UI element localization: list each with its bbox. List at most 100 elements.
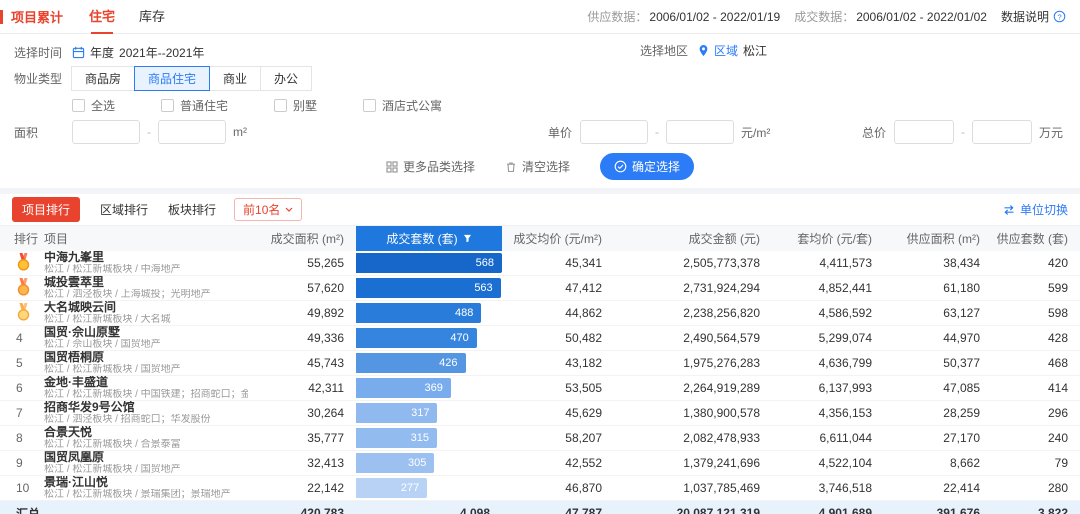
column-deal-area: 成交面积 (m²) <box>248 226 356 251</box>
table-row[interactable]: 4 国贸·佘山原墅 松江 / 佘山板块 / 国贸地产 49,336 470 50… <box>0 326 1080 351</box>
cell-supply-units: 280 <box>992 476 1080 501</box>
cell-supply-area: 44,970 <box>884 326 992 351</box>
unit-switch-label: 单位切换 <box>1020 201 1068 218</box>
tab-inventory[interactable]: 库存 <box>139 0 165 34</box>
project-cell: 金地·丰盛道 松江 / 松江新城板块 / 中国铁建；招商蛇口；金地集团 <box>44 376 248 401</box>
total-price-range-group: 总价 - 万元 <box>862 119 1063 145</box>
table-row[interactable]: 中海九峯里 松江 / 松江新城板块 / 中海地产 55,265 568 45,3… <box>0 251 1080 276</box>
rank-cell: 10 <box>0 476 44 501</box>
unit-price-max-input[interactable] <box>666 120 734 144</box>
cell-supply-area: 61,180 <box>884 276 992 301</box>
table-row[interactable]: 6 金地·丰盛道 松江 / 松江新城板块 / 中国铁建；招商蛇口；金地集团 42… <box>0 376 1080 401</box>
location-pin-icon <box>698 44 709 57</box>
tab-plate-ranking[interactable]: 板块排行 <box>168 201 216 218</box>
cell-supply-units: 296 <box>992 401 1080 426</box>
total-price-unit: 万元 <box>1039 124 1063 141</box>
data-note-link[interactable]: 数据说明 ? <box>1001 8 1066 25</box>
units-value: 426 <box>439 357 457 369</box>
filter-actions-row: 更多品类选择 清空选择 确定选择 <box>14 153 1066 180</box>
total-price-label: 总价 <box>862 124 886 141</box>
cell-per-unit-price: 6,137,993 <box>772 376 884 401</box>
cell-deal-units: 470 <box>356 326 502 351</box>
cell-amount: 2,490,564,579 <box>614 326 772 351</box>
top-n-dropdown[interactable]: 前10名 <box>234 198 302 221</box>
area-min-input[interactable] <box>72 120 140 144</box>
checkbox-select-all[interactable]: 全选 <box>72 97 115 114</box>
medal-icon <box>16 303 31 321</box>
svg-text:?: ? <box>1057 12 1061 21</box>
total-price-min-input[interactable] <box>894 120 954 144</box>
grid-icon <box>386 161 398 173</box>
column-rank: 排行 <box>0 226 44 251</box>
checkbox-villa[interactable]: 别墅 <box>274 97 317 114</box>
table-row[interactable]: 大名城映云间 松江 / 松江新城板块 / 大名城 49,892 488 44,8… <box>0 301 1080 326</box>
supply-data-label: 供应数据： <box>587 8 647 25</box>
units-bar: 426 <box>356 353 466 373</box>
project-sub: 松江 / 佘山板块 / 国贸地产 <box>44 339 248 350</box>
area-max-input[interactable] <box>158 120 226 144</box>
project-sub: 松江 / 松江新城板块 / 合景泰富 <box>44 439 248 450</box>
cell-deal-units: 317 <box>356 401 502 426</box>
cell-deal-units: 315 <box>356 426 502 451</box>
column-supply-units: 供应套数 (套) <box>992 226 1080 251</box>
unit-switch-button[interactable]: 单位切换 <box>1003 201 1068 218</box>
cell-deal-units: 277 <box>356 476 502 501</box>
swap-icon <box>1003 204 1015 216</box>
filter-panel: 选择时间 年度 2021年--2021年 选择地区 区域 松江 物业类型 商品房… <box>0 34 1080 188</box>
unit-price-min-input[interactable] <box>580 120 648 144</box>
project-name: 招商华发9号公馆 <box>44 401 248 414</box>
project-cell: 大名城映云间 松江 / 松江新城板块 / 大名城 <box>44 301 248 326</box>
property-tab-residential[interactable]: 商品住宅 <box>134 66 210 91</box>
total-price-max-input[interactable] <box>972 120 1032 144</box>
project-name: 国贸梧桐原 <box>44 351 248 364</box>
rank-cell <box>0 251 44 276</box>
cell-supply-units: 240 <box>992 426 1080 451</box>
cell-per-unit-price: 4,852,441 <box>772 276 884 301</box>
rank-cell: 8 <box>0 426 44 451</box>
tab-project-ranking[interactable]: 项目排行 <box>12 197 80 222</box>
time-selector[interactable]: 年度 2021年--2021年 <box>72 44 204 61</box>
cell-supply-units: 468 <box>992 351 1080 376</box>
region-selector[interactable]: 区域 松江 <box>698 42 767 59</box>
table-row[interactable]: 8 合景天悦 松江 / 松江新城板块 / 合景泰富 35,777 315 58,… <box>0 426 1080 451</box>
column-deal-units-label: 成交套数 (套) <box>386 230 457 247</box>
units-bar: 317 <box>356 403 437 423</box>
region-value: 松江 <box>743 42 767 59</box>
units-bar: 315 <box>356 428 437 448</box>
property-tab-commercial[interactable]: 商业 <box>209 66 261 91</box>
cell-avg-price: 46,870 <box>502 476 614 501</box>
units-value: 369 <box>425 382 443 394</box>
cell-supply-area: 50,377 <box>884 351 992 376</box>
chevron-down-icon <box>285 207 293 212</box>
confirm-selection-button[interactable]: 确定选择 <box>600 153 694 180</box>
property-tab-office[interactable]: 办公 <box>260 66 312 91</box>
region-filter-group: 选择地区 区域 松江 <box>640 42 767 59</box>
column-deal-units[interactable]: 成交套数 (套) <box>356 226 502 251</box>
table-row[interactable]: 5 国贸梧桐原 松江 / 松江新城板块 / 国贸地产 45,743 426 43… <box>0 351 1080 376</box>
medal-icon <box>16 278 31 296</box>
checkbox-serviced-apartment[interactable]: 酒店式公寓 <box>363 97 442 114</box>
tab-district-ranking[interactable]: 区域排行 <box>100 201 148 218</box>
title-accent-bar <box>0 10 3 24</box>
table-row[interactable]: 10 景瑞·江山悦 松江 / 松江新城板块 / 景瑞集团；景瑞地产 22,142… <box>0 476 1080 501</box>
cell-amount: 2,731,924,294 <box>614 276 772 301</box>
more-categories-button[interactable]: 更多品类选择 <box>386 158 475 175</box>
summary-supply-units: 3,822 <box>992 501 1080 514</box>
property-type-row: 物业类型 商品房 商品住宅 商业 办公 <box>14 66 1066 91</box>
checkbox-box <box>161 99 174 112</box>
table-row[interactable]: 7 招商华发9号公馆 松江 / 泗泾板块 / 招商蛇口；华发股份 30,264 … <box>0 401 1080 426</box>
table-row[interactable]: 城投雲萃里 松江 / 泗泾板块 / 上海城投；光明地产 57,620 563 4… <box>0 276 1080 301</box>
unit-price-range-group: 单价 - 元/m² <box>548 119 770 145</box>
property-tab-commodity[interactable]: 商品房 <box>71 66 135 91</box>
dashboard-page: 项目累计 住宅 库存 供应数据： 2006/01/02 - 2022/01/19… <box>0 0 1080 514</box>
clear-selection-button[interactable]: 清空选择 <box>505 158 570 175</box>
data-range-info: 供应数据： 2006/01/02 - 2022/01/19 成交数据： 2006… <box>587 8 1066 25</box>
property-type-label: 物业类型 <box>14 70 72 87</box>
area-unit: m² <box>233 125 247 139</box>
rank-cell <box>0 301 44 326</box>
units-bar: 470 <box>356 328 477 348</box>
table-row[interactable]: 9 国贸凤凰原 松江 / 松江新城板块 / 国贸地产 32,413 305 42… <box>0 451 1080 476</box>
region-type: 区域 <box>714 42 738 59</box>
tab-residential[interactable]: 住宅 <box>89 0 115 34</box>
checkbox-ordinary-residence[interactable]: 普通住宅 <box>161 97 228 114</box>
